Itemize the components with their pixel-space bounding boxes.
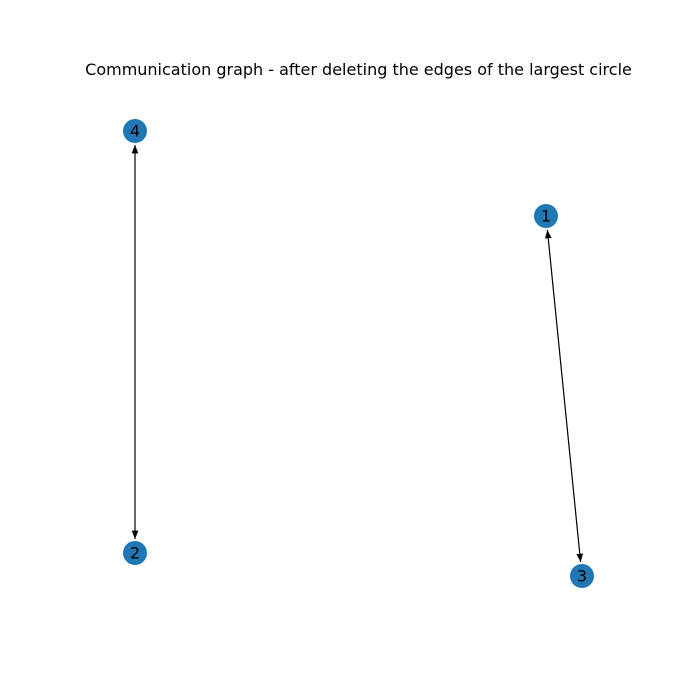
node-circle-3 [570,564,594,588]
node-label-2: 2 [130,544,140,563]
edges-layer [131,145,584,563]
node-3: 3 [570,564,594,588]
node-label-3: 3 [577,567,587,586]
node-label-1: 1 [541,207,551,226]
edge-1-3 [544,229,584,563]
nodes-layer: 4 1 2 3 [123,119,594,588]
node-circle-2 [123,541,147,565]
node-circle-4 [123,119,147,143]
node-1: 1 [534,204,558,228]
node-circle-1 [534,204,558,228]
node-label-4: 4 [130,122,140,141]
node-4: 4 [123,119,147,143]
graph-title: Communication graph - after deleting the… [85,60,632,79]
node-2: 2 [123,541,147,565]
